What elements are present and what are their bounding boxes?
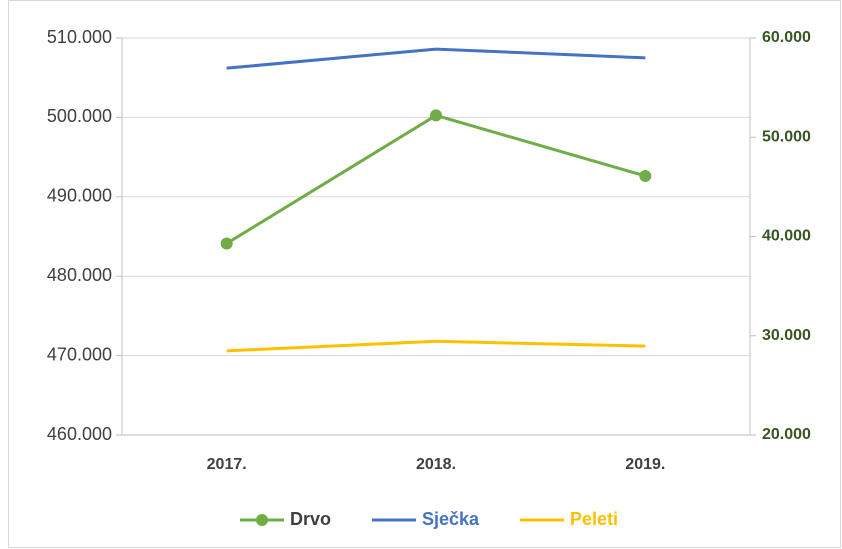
legend-marker (256, 514, 268, 526)
line (226, 339, 646, 353)
marker (220, 237, 233, 250)
legend-label: Sječka (422, 509, 480, 529)
y-tick-label: 490.000 (47, 186, 112, 206)
y2-tick-label: 50.000 (762, 128, 811, 145)
legend-label: Drvo (290, 509, 331, 529)
y-tick-label: 500.000 (47, 106, 112, 126)
x-tick-label: 2018. (416, 456, 456, 473)
legend-label: Peleti (570, 509, 618, 529)
y2-tick-label: 40.000 (762, 228, 811, 245)
y-tick-label: 470.000 (47, 344, 112, 364)
y2-tick-label: 30.000 (762, 327, 811, 344)
marker (430, 109, 442, 122)
marker (639, 169, 652, 182)
y-tick-label: 480.000 (47, 265, 112, 285)
x-tick-label: 2019. (625, 456, 665, 473)
chart-border (8, 0, 841, 548)
y-tick-label: 460.000 (47, 424, 112, 444)
y2-tick-label: 20.000 (762, 426, 811, 443)
x-tick-label: 2017. (207, 456, 247, 473)
y-tick-label: 510.000 (47, 27, 112, 47)
y2-tick-label: 60.000 (762, 29, 811, 46)
line (226, 47, 646, 70)
